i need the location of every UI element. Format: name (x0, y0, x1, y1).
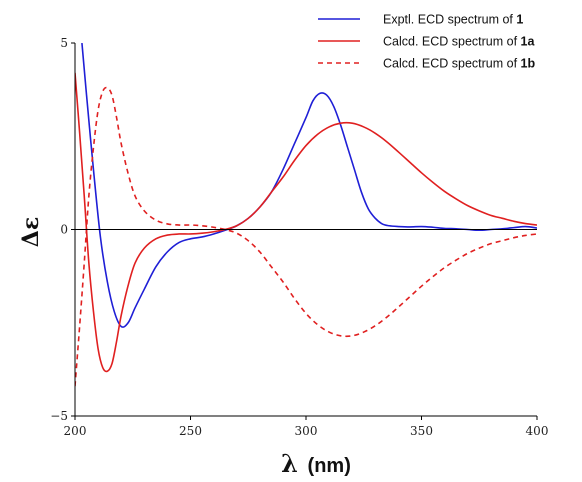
y-axis-label: Δε (18, 217, 44, 247)
y-tick-label: 5 (60, 36, 68, 50)
x-tick-label: 200 (64, 424, 87, 438)
x-tick-label: 300 (295, 424, 318, 438)
legend-label-compound: 1b (521, 57, 536, 71)
legend-label: Exptl. ECD spectrum of 1 (383, 13, 523, 27)
legend-label-compound: 1 (516, 13, 523, 27)
axes (74, 43, 537, 417)
series-exptl-1 (81, 43, 537, 328)
legend: Exptl. ECD spectrum of 1 Calcd. ECD spect… (318, 13, 535, 71)
legend-label-text: Exptl. ECD spectrum of (383, 13, 516, 27)
legend-label-text: Calcd. ECD spectrum of (383, 57, 521, 71)
x-tick-label: 400 (526, 424, 549, 438)
x-axis-label-unit: (nm) (308, 455, 351, 477)
plot-lines (75, 43, 537, 387)
ticks: 200 250 300 350 400 5 0 −5 (50, 36, 548, 438)
y-tick-label: 0 (60, 223, 68, 237)
legend-label: Calcd. ECD spectrum of 1a (383, 35, 535, 49)
series-calcd-1a (75, 72, 537, 373)
legend-label-compound: 1a (521, 35, 536, 49)
x-tick-label: 350 (410, 424, 433, 438)
x-axis-label-symbol: λ (281, 449, 298, 478)
series-calcd-1b (75, 86, 537, 387)
x-axis-label: λ (nm) (281, 449, 351, 478)
y-tick-label: −5 (50, 409, 68, 423)
legend-label: Calcd. ECD spectrum of 1b (383, 57, 535, 71)
x-tick-label: 250 (179, 424, 202, 438)
legend-label-text: Calcd. ECD spectrum of (383, 35, 521, 49)
